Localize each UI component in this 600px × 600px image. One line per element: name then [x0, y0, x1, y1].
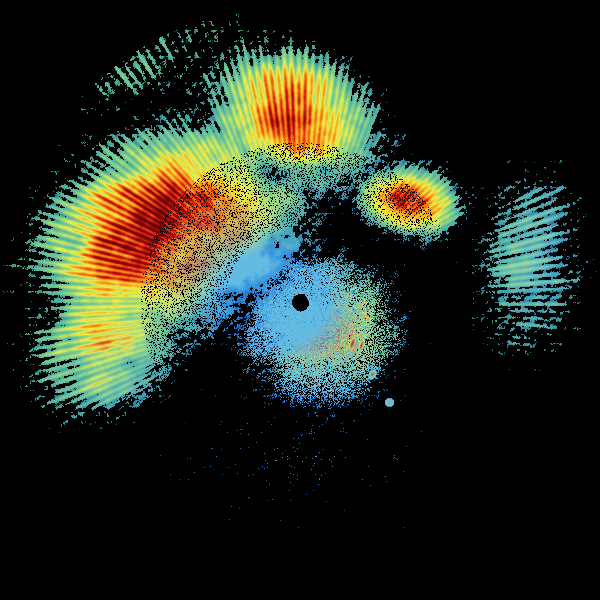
radar-image-viewport: dBZ nws-reflectivity-rainbow — [0, 0, 600, 600]
radar-reflectivity-canvas — [0, 0, 600, 600]
